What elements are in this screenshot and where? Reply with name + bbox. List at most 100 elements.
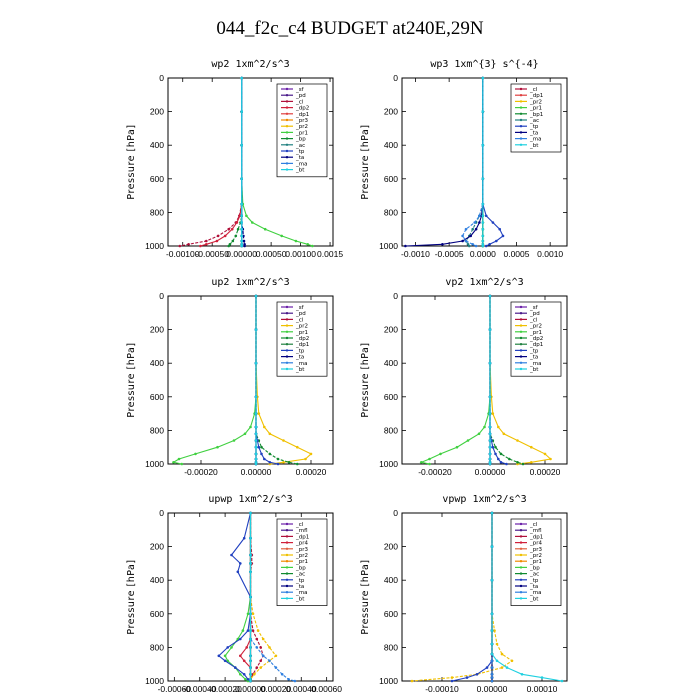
y-tick-label: 800 [384, 642, 398, 652]
data-point [420, 461, 423, 464]
legend-marker [519, 591, 523, 594]
data-point [215, 239, 219, 243]
data-point [251, 221, 254, 224]
legend-label: _dp2 [529, 336, 543, 342]
y-tick-label: 200 [150, 325, 164, 335]
x-tick-label: 0.00000 [477, 684, 508, 694]
legend-marker [519, 143, 523, 146]
data-point [257, 412, 261, 415]
legend-marker [519, 541, 523, 544]
data-point [485, 666, 489, 669]
data-point [280, 673, 284, 676]
y-tick-label: 200 [150, 542, 164, 552]
data-point [180, 462, 184, 466]
y-tick-label: 0 [159, 73, 164, 83]
data-point [508, 457, 511, 461]
data-point [481, 177, 485, 181]
legend-marker [285, 305, 289, 309]
data-point [254, 445, 258, 449]
series-line [482, 78, 504, 247]
data-point [287, 461, 291, 464]
series-line [411, 513, 513, 682]
data-point [311, 244, 314, 248]
legend-marker [519, 100, 523, 103]
data-point [488, 328, 492, 331]
data-point [474, 227, 478, 231]
legend-label: _ma [529, 137, 541, 143]
legend-label: _dp1 [295, 534, 309, 540]
data-point [495, 239, 498, 243]
legend-label: _mfl [529, 528, 542, 534]
legend-label: _cl [529, 522, 538, 528]
data-point [240, 239, 243, 243]
x-tick-label: 0.00020 [296, 467, 327, 477]
legend-marker [285, 597, 289, 600]
data-point [251, 612, 255, 616]
legend-label: _tp [295, 578, 305, 584]
data-point [490, 676, 494, 679]
legend-label: _pd [295, 311, 306, 317]
x-tick-label: 0.0010 [537, 249, 563, 259]
data-point [471, 243, 475, 246]
legend-marker [285, 584, 289, 588]
panel-title: vp2 1xm^2/s^3 [445, 277, 523, 288]
legend-label: _cl [295, 317, 304, 323]
data-point [475, 673, 479, 676]
data-point [239, 637, 242, 641]
legend: _sf_pd_cl_dp2_dp1_pr3_pr2_pr1_bp_ac_tp_t… [276, 83, 328, 178]
data-point [483, 425, 486, 429]
x-tick-label: 0.00000 [475, 467, 506, 477]
y-tick-label: 400 [150, 358, 164, 368]
data-point [490, 642, 494, 646]
legend-marker [285, 118, 289, 122]
x-tick-label: 0.00000 [241, 467, 272, 477]
legend-label: _ma [529, 361, 541, 367]
data-point [246, 612, 250, 616]
data-point [226, 646, 229, 649]
data-point [294, 239, 298, 243]
data-point [256, 629, 260, 632]
y-tick-label: 600 [384, 392, 398, 402]
y-tick-label: 400 [384, 358, 398, 368]
legend-marker [285, 156, 289, 159]
data-point [293, 679, 297, 683]
data-point [249, 679, 252, 683]
legend-label: _ta [295, 155, 304, 161]
data-point [249, 570, 252, 574]
chart-panel-4: upwp 1xm^2/s^302004006008001000-0.00060-… [126, 494, 342, 694]
data-point [268, 646, 271, 649]
data-point [488, 294, 492, 298]
legend-marker [285, 572, 289, 575]
legend-label: _dp1 [529, 342, 543, 348]
data-point [249, 637, 252, 641]
data-point [521, 462, 525, 466]
x-tick-label: 0.00010 [527, 684, 558, 694]
data-point [530, 445, 533, 449]
data-point [488, 361, 492, 365]
legend-marker [285, 149, 289, 153]
legend-label: _pr2 [529, 324, 542, 330]
data-point [263, 227, 267, 231]
x-tick-label: -0.00100 [166, 249, 200, 259]
legend: _sf_pd_cl_pr2_pr1_dp2_dp1_tp_ta_ma_bt [510, 301, 562, 377]
legend-marker [285, 578, 289, 581]
data-point [242, 536, 246, 540]
data-point [249, 553, 252, 557]
legend-box [276, 518, 328, 606]
legend-label: _pr2 [529, 99, 542, 105]
legend-marker [519, 529, 523, 532]
plot-frame [401, 77, 568, 247]
data-point [500, 666, 504, 669]
data-point [481, 221, 485, 224]
data-point [245, 646, 248, 649]
x-tick-label: 0.00020 [530, 467, 561, 477]
legend-label: _tp [295, 348, 305, 354]
data-point [254, 294, 258, 298]
data-point [464, 227, 468, 231]
data-point [488, 457, 492, 461]
legend-marker [519, 584, 523, 588]
data-point [410, 679, 414, 683]
y-tick-label: 200 [150, 107, 164, 117]
legend-label: _ma [295, 161, 307, 167]
legend-marker [285, 330, 289, 333]
